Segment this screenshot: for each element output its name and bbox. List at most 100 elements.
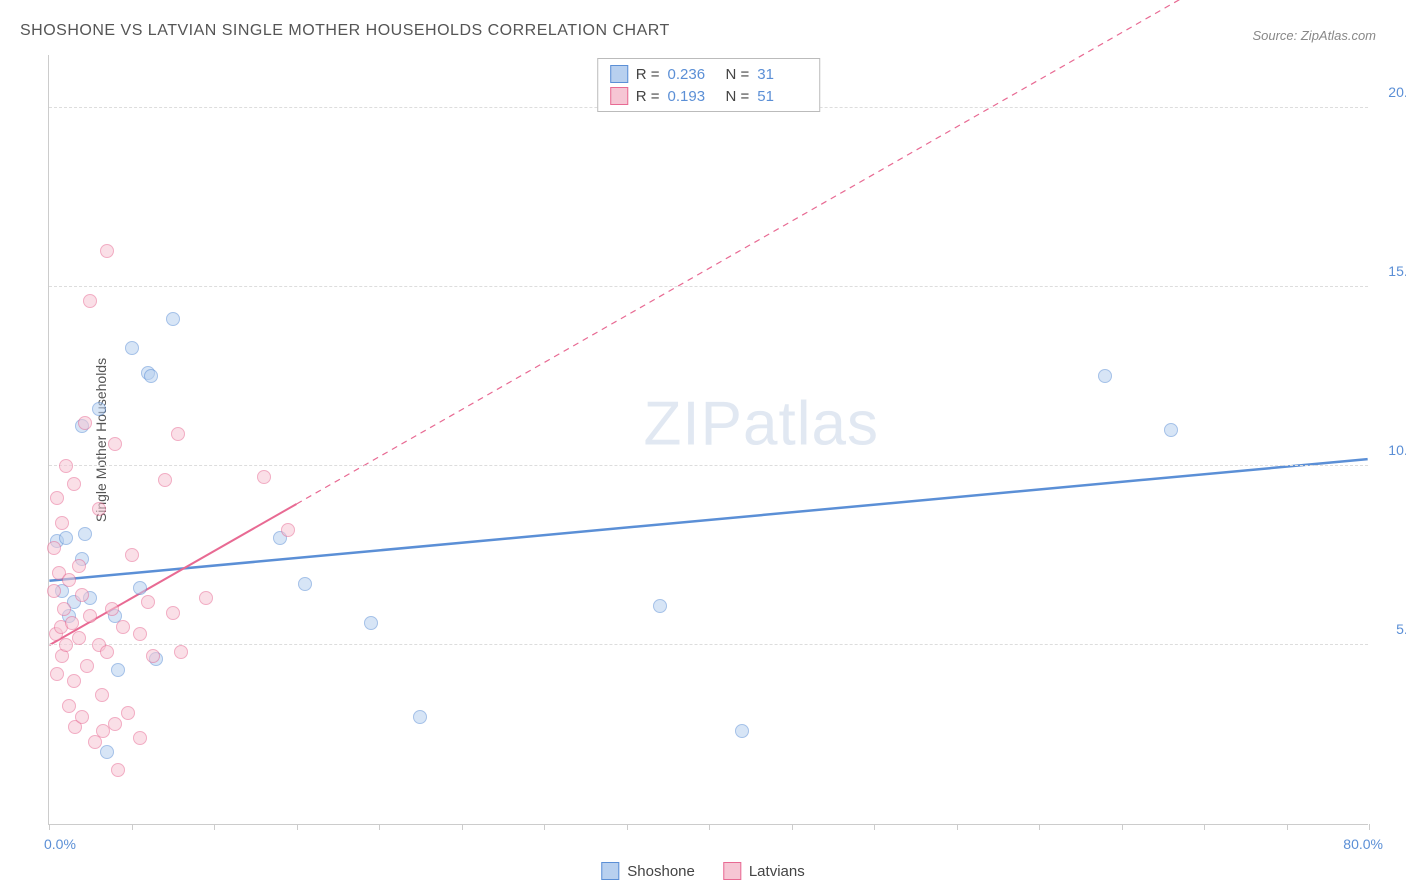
x-tick: [1369, 824, 1370, 830]
x-tick: [214, 824, 215, 830]
scatter-point: [59, 638, 73, 652]
x-tick: [1122, 824, 1123, 830]
x-tick: [709, 824, 710, 830]
scatter-point: [174, 645, 188, 659]
legend-swatch: [610, 65, 628, 83]
scatter-point: [133, 731, 147, 745]
scatter-point: [199, 591, 213, 605]
scatter-point: [125, 341, 139, 355]
scatter-point: [65, 616, 79, 630]
trend-lines-svg: [49, 55, 1368, 824]
legend-swatch: [601, 862, 619, 880]
scatter-point: [55, 516, 69, 530]
scatter-point: [50, 667, 64, 681]
x-axis-max-label: 80.0%: [1343, 836, 1383, 852]
scatter-point: [59, 459, 73, 473]
scatter-point: [62, 573, 76, 587]
trend-line-solid: [49, 504, 296, 645]
scatter-point: [95, 688, 109, 702]
x-tick: [627, 824, 628, 830]
y-tick-label: 10.0%: [1373, 442, 1406, 458]
scatter-point: [67, 674, 81, 688]
r-value: 0.236: [668, 66, 718, 83]
x-tick: [49, 824, 50, 830]
legend-label: Shoshone: [627, 863, 695, 880]
scatter-point: [105, 602, 119, 616]
r-label: R =: [636, 66, 660, 83]
chart-title: SHOSHONE VS LATVIAN SINGLE MOTHER HOUSEH…: [20, 22, 670, 40]
scatter-point: [133, 581, 147, 595]
x-tick: [379, 824, 380, 830]
scatter-point: [100, 645, 114, 659]
scatter-point: [92, 502, 106, 516]
scatter-point: [144, 369, 158, 383]
scatter-point: [80, 659, 94, 673]
bottom-legend-item: Shoshone: [601, 862, 695, 880]
trend-line-solid: [49, 459, 1367, 581]
x-tick: [874, 824, 875, 830]
scatter-point: [50, 491, 64, 505]
x-tick: [1287, 824, 1288, 830]
scatter-point: [108, 717, 122, 731]
x-tick: [957, 824, 958, 830]
scatter-point: [257, 470, 271, 484]
scatter-point: [116, 620, 130, 634]
y-tick-label: 5.0%: [1373, 621, 1406, 637]
x-tick: [132, 824, 133, 830]
x-tick: [462, 824, 463, 830]
scatter-point: [1098, 369, 1112, 383]
n-value: 51: [757, 88, 807, 105]
scatter-point: [72, 559, 86, 573]
scatter-point: [62, 699, 76, 713]
scatter-point: [92, 402, 106, 416]
scatter-point: [83, 294, 97, 308]
legend-swatch: [723, 862, 741, 880]
scatter-point: [298, 577, 312, 591]
scatter-point: [75, 588, 89, 602]
source-label: Source: ZipAtlas.com: [1252, 28, 1376, 43]
scatter-point: [166, 606, 180, 620]
x-tick: [297, 824, 298, 830]
scatter-point: [57, 602, 71, 616]
scatter-point: [72, 631, 86, 645]
stats-legend: R =0.236N =31R =0.193N =51: [597, 58, 821, 112]
scatter-point: [78, 527, 92, 541]
scatter-point: [100, 244, 114, 258]
scatter-point: [78, 416, 92, 430]
scatter-point: [281, 523, 295, 537]
scatter-point: [1164, 423, 1178, 437]
bottom-legend: Shoshone Latvians: [601, 862, 804, 880]
y-tick-label: 15.0%: [1373, 263, 1406, 279]
scatter-point: [47, 584, 61, 598]
scatter-point: [158, 473, 172, 487]
stats-legend-row: R =0.236N =31: [610, 63, 808, 85]
scatter-point: [364, 616, 378, 630]
r-value: 0.193: [668, 88, 718, 105]
r-label: R =: [636, 88, 660, 105]
scatter-point: [125, 548, 139, 562]
gridline: [49, 286, 1368, 287]
gridline: [49, 644, 1368, 645]
scatter-point: [83, 609, 97, 623]
scatter-point: [121, 706, 135, 720]
scatter-point: [171, 427, 185, 441]
scatter-point: [133, 627, 147, 641]
scatter-point: [141, 595, 155, 609]
n-label: N =: [726, 88, 750, 105]
stats-legend-row: R = 0.193 N = 51: [610, 85, 808, 107]
scatter-point: [166, 312, 180, 326]
scatter-point: [735, 724, 749, 738]
scatter-point: [111, 763, 125, 777]
y-tick-label: 20.0%: [1373, 84, 1406, 100]
scatter-point: [67, 477, 81, 491]
scatter-point: [100, 745, 114, 759]
n-label: N =: [726, 66, 750, 83]
scatter-point: [47, 541, 61, 555]
gridline: [49, 465, 1368, 466]
scatter-point: [111, 663, 125, 677]
x-tick: [1039, 824, 1040, 830]
scatter-point: [653, 599, 667, 613]
plot-area: Single Mother Households ZIPatlas 5.0%10…: [48, 55, 1368, 825]
scatter-point: [146, 649, 160, 663]
legend-label: Latvians: [749, 863, 805, 880]
